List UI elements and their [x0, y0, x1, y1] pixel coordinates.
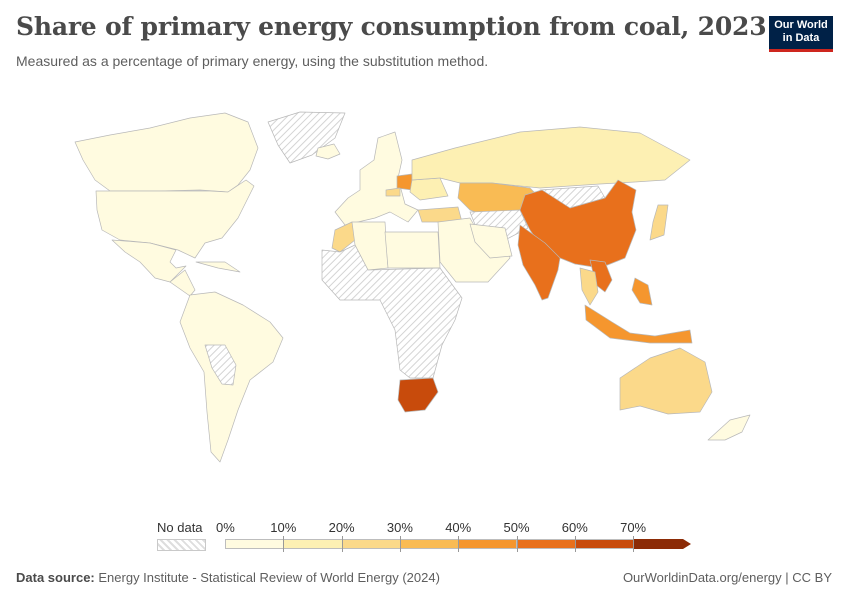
region-ukraine[interactable] — [409, 177, 449, 201]
region-sub-saharan-africa[interactable] — [321, 244, 463, 379]
region-japan[interactable] — [649, 204, 669, 241]
legend-tick-label: 0% — [216, 520, 235, 535]
legend-tick — [516, 536, 518, 552]
legend-tick-label: 40% — [445, 520, 472, 535]
legend-tick-label: 30% — [386, 520, 413, 535]
region-iran[interactable] — [469, 223, 513, 259]
owid-logo[interactable]: Our World in Data — [769, 16, 833, 52]
legend-tick-label: 70% — [620, 520, 647, 535]
region-western-europe[interactable] — [334, 131, 419, 226]
legend-tick — [574, 536, 576, 552]
legend-no-data-swatch — [157, 539, 206, 551]
legend-arrow — [683, 539, 692, 549]
footer-link[interactable]: OurWorldinData.org/energy | CC BY — [622, 570, 832, 585]
color-legend: No data 0% 10% 20% 30% 40% 50% 60% 70% — [0, 515, 850, 555]
legend-bin-swatch — [633, 539, 684, 549]
region-morocco[interactable] — [331, 221, 356, 253]
legend-bin-swatch — [516, 539, 576, 549]
data-source-label: Data source: — [16, 570, 95, 585]
legend-bin-swatch — [458, 539, 518, 549]
region-mexico[interactable] — [111, 239, 187, 283]
legend-tick-label: 10% — [270, 520, 297, 535]
region-bolivia-paraguay[interactable] — [204, 344, 237, 386]
region-canada[interactable] — [74, 112, 259, 193]
legend-bin-swatch — [399, 539, 460, 549]
region-poland[interactable] — [396, 173, 413, 191]
region-middle-east[interactable] — [437, 217, 511, 283]
data-source: Data source: Energy Institute - Statisti… — [16, 570, 440, 585]
chart-subtitle: Measured as a percentage of primary ener… — [16, 53, 489, 69]
region-philippines[interactable] — [631, 277, 653, 306]
legend-tick — [458, 536, 460, 552]
legend-bin-swatch — [574, 539, 635, 549]
legend-bin-swatch — [341, 539, 401, 549]
logo-line-2: in Data — [782, 32, 820, 44]
region-central-america-caribbean[interactable] — [169, 261, 241, 297]
logo-line-1: Our World — [774, 19, 828, 31]
region-egypt-libya[interactable] — [384, 231, 441, 269]
region-united-states[interactable] — [95, 179, 255, 259]
region-algeria[interactable] — [351, 221, 389, 271]
region-iceland[interactable] — [315, 143, 341, 160]
region-australia[interactable] — [619, 347, 713, 415]
legend-no-data-label: No data — [157, 520, 203, 535]
legend-bin-swatch — [283, 539, 343, 549]
legend-tick — [283, 536, 285, 552]
data-source-text: Energy Institute - Statistical Review of… — [98, 570, 440, 585]
legend-bin-swatch — [225, 539, 285, 549]
region-indonesia[interactable] — [584, 304, 693, 344]
legend-tick — [341, 536, 343, 552]
world-map[interactable] — [0, 95, 850, 505]
legend-tick — [399, 536, 401, 552]
region-india[interactable] — [517, 224, 561, 301]
chart-title: Share of primary energy consumption from… — [16, 12, 767, 41]
region-new-zealand[interactable] — [707, 414, 751, 441]
region-thailand[interactable] — [579, 267, 599, 306]
legend-tick-label: 60% — [561, 520, 588, 535]
legend-tick-label: 50% — [503, 520, 530, 535]
region-czechia[interactable] — [385, 187, 401, 197]
region-south-africa[interactable] — [397, 377, 439, 413]
legend-tick — [633, 536, 635, 552]
region-russia[interactable] — [411, 126, 691, 189]
legend-tick-label: 20% — [328, 520, 355, 535]
